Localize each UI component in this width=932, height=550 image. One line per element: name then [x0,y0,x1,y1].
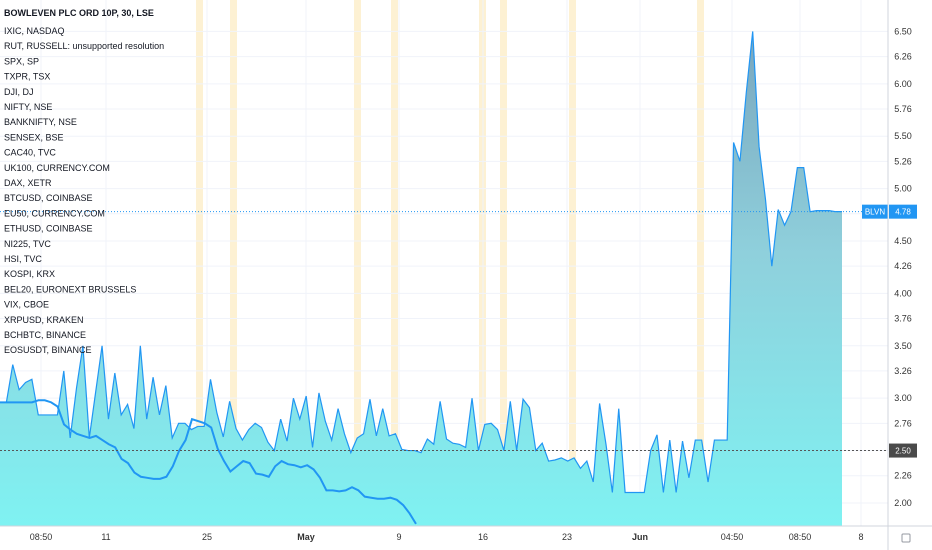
price-tick-label: 6.26 [894,52,912,62]
legend-item[interactable]: DAX, XETR [4,178,52,188]
time-tick-label: 08:50 [30,532,53,542]
symbol-label: BLVN [865,208,886,217]
price-tick-label: 5.76 [894,104,912,114]
price-tick-label: 2.26 [894,471,912,481]
time-tick-label: 11 [101,532,110,542]
legend-item[interactable]: BEL20, EURONEXT BRUSSELS [4,284,136,294]
session-band [196,0,203,526]
legend-item[interactable]: BANKNIFTY, NSE [4,117,77,127]
comparison-line [0,399,417,525]
go-to-realtime-icon[interactable] [901,533,911,543]
price-tick-label: 3.50 [894,341,912,351]
session-band [569,0,576,526]
session-band [391,0,398,526]
time-tick-label: 8 [858,532,863,542]
legend-item[interactable]: SPX, SP [4,56,39,66]
time-tick-label: 25 [202,532,212,542]
price-tick-label: 6.50 [894,26,912,36]
price-tick-label: 4.00 [894,288,912,298]
legend-item[interactable]: CAC40, TVC [4,148,56,158]
legend-item[interactable]: BCHBTC, BINANCE [4,330,86,340]
price-tick-label: 2.76 [894,418,912,428]
symbol-badge [862,204,888,219]
legend-item[interactable]: DJI, DJ [4,87,34,97]
price-area [0,31,842,527]
legend-item[interactable]: VIX, CBOE [4,300,49,310]
time-tick-label: 16 [478,532,488,542]
legend-item[interactable]: NI225, TVC [4,239,51,249]
price-tick-label: 3.00 [894,393,912,403]
price-tick-label: 6.00 [894,79,912,89]
price-tick-label: 5.00 [894,184,912,194]
last-price-badge [889,204,917,219]
legend-item[interactable]: NIFTY, NSE [4,102,52,112]
legend-item[interactable]: RUT, RUSSELL: unsupported resolution [4,41,164,51]
price-tick-label: 3.26 [894,366,912,376]
session-band [354,0,361,526]
price-tick-label: 5.50 [894,131,912,141]
legend-item[interactable]: TXPR, TSX [4,72,50,82]
time-tick-label: 08:50 [789,532,812,542]
legend-item[interactable]: XRPUSD, KRAKEN [4,315,84,325]
horizontal-levels: 2.50 BLVN 4.78 [0,204,917,458]
series-lines [0,31,842,525]
legend-item[interactable]: BTCUSD, COINBASE [4,193,93,203]
legend-item[interactable]: HSI, TVC [4,254,42,264]
session-band [230,0,237,526]
legend-item[interactable]: UK100, CURRENCY.COM [4,163,110,173]
legend-item[interactable]: ETHUSD, COINBASE [4,224,93,234]
legend-item[interactable]: EOSUSDT, BINANCE [4,345,92,355]
price-tick-label: 4.26 [894,261,912,271]
time-tick-label: Jun [632,532,648,542]
price-line [0,31,842,494]
time-tick-label: 23 [562,532,572,542]
price-tick-label: 5.26 [894,156,912,166]
reference-level-badge [889,443,917,458]
legend: BOWLEVEN PLC ORD 10P, 30, LSE IXIC, NASDA… [4,8,164,355]
reference-level-label: 2.50 [895,447,911,456]
last-price-label: 4.78 [895,208,911,217]
price-tick-label: 2.00 [894,498,912,508]
session-band [697,0,704,526]
time-tick-label: 9 [396,532,401,542]
legend-item[interactable]: SENSEX, BSE [4,132,64,142]
price-tick-label: 4.50 [894,236,912,246]
legend-item[interactable]: KOSPI, KRX [4,269,55,279]
legend-item[interactable]: IXIC, NASDAQ [4,26,65,36]
time-tick-label: May [297,532,315,542]
price-tick-label: 3.76 [894,314,912,324]
chart-title: BOWLEVEN PLC ORD 10P, 30, LSE [4,8,154,18]
price-area-fill [0,31,842,527]
legend-item[interactable]: EU50, CURRENCY.COM [4,208,105,218]
time-tick-label: 04:50 [721,532,744,542]
session-band [500,0,507,526]
